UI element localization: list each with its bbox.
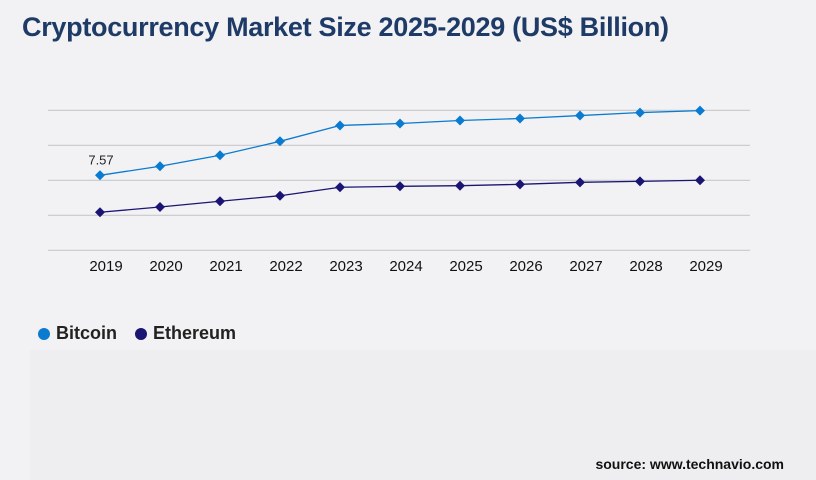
legend-panel-background [30,350,816,480]
x-tick-label: 2025 [449,258,482,275]
data-point-bitcoin [215,150,225,161]
data-point-ethereum [455,180,465,191]
data-point-ethereum [515,179,525,190]
legend-label-bitcoin: Bitcoin [56,323,117,343]
x-tick-label: 2021 [209,258,242,275]
data-point-bitcoin [395,118,405,129]
data-point-bitcoin [95,170,105,181]
x-tick-label: 2026 [509,258,542,275]
x-tick-label: 2024 [389,258,422,275]
data-point-bitcoin [575,110,585,121]
x-tick-label: 2019 [89,258,122,275]
legend: Bitcoin Ethereum [38,323,236,344]
data-point-bitcoin [455,115,465,126]
data-point-ethereum [635,176,645,187]
data-point-ethereum [695,175,705,186]
x-tick-label: 2023 [329,258,362,275]
source-note: source: www.technavio.com [595,456,784,472]
data-point-ethereum [395,181,405,192]
data-point-bitcoin [335,120,345,131]
legend-item-ethereum[interactable]: Ethereum [135,323,236,344]
data-label: 7.57 [88,152,113,167]
legend-marker-bitcoin [38,327,50,340]
x-tick-label: 2028 [629,258,662,275]
data-point-bitcoin [275,136,285,147]
data-point-ethereum [275,190,285,201]
data-point-ethereum [575,177,585,188]
x-tick-label: 2027 [569,258,602,275]
legend-item-bitcoin[interactable]: Bitcoin [38,323,117,344]
data-point-ethereum [215,196,225,207]
data-point-ethereum [335,182,345,193]
data-point-ethereum [95,207,105,218]
legend-marker-ethereum [135,327,147,340]
chart-title: Cryptocurrency Market Size 2025-2029 (US… [22,12,669,42]
data-point-bitcoin [515,113,525,124]
data-point-bitcoin [635,107,645,118]
data-point-ethereum [155,202,165,213]
x-tick-label: 2022 [269,258,302,275]
data-point-bitcoin [155,161,165,172]
legend-label-ethereum: Ethereum [153,323,237,343]
x-tick-label: 2020 [149,258,182,275]
x-tick-label: 2029 [689,258,722,275]
data-point-bitcoin [695,105,705,116]
